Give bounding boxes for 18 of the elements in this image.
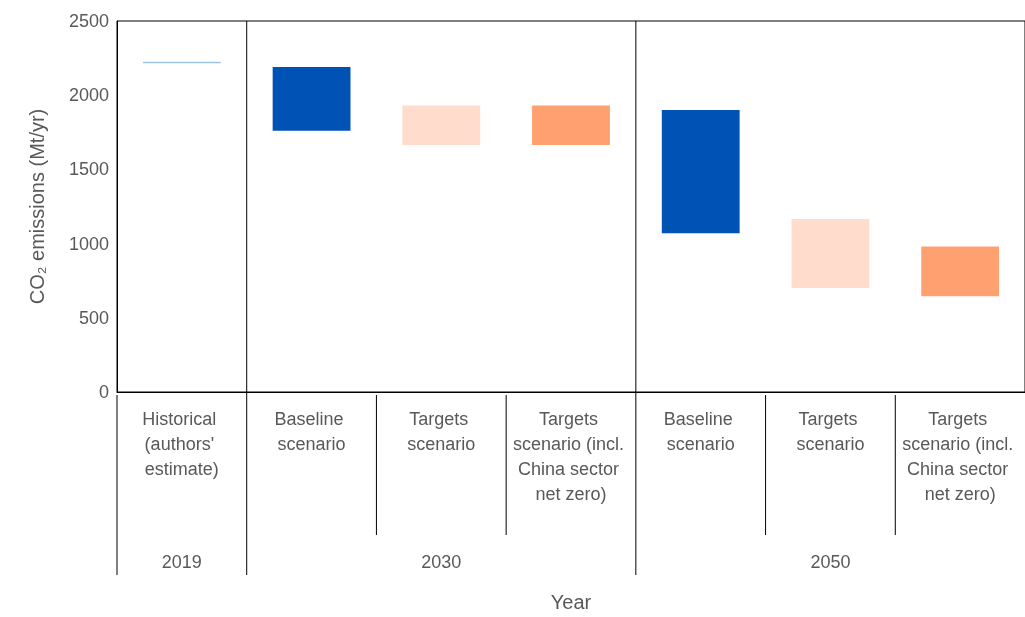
y-tick-label: 2500: [68, 11, 109, 31]
y-axis-title: CO₂ emissions (Mt/yr): [26, 108, 48, 305]
x-tick-label: Historical (authors' estimate): [142, 408, 222, 479]
text: 2019: [161, 552, 202, 572]
x-tick-label: Targets scenario (incl. China sector net zero): [902, 408, 1019, 504]
y-tick-label: 500: [78, 307, 109, 328]
y-tick-label: 2000: [68, 85, 109, 106]
x-axis-title: Year: [550, 591, 592, 613]
x-tick-label: Targets scenario: [407, 408, 476, 454]
y-tick-label: 1000: [68, 233, 109, 254]
y-tick-label: 0: [98, 382, 109, 402]
y-tick-label: 1500: [68, 159, 109, 180]
x-tick-label: Baseline scenario: [274, 408, 349, 454]
x-tick-label: Targets scenario: [796, 408, 865, 454]
text: 2030: [421, 552, 462, 572]
x-tick-label: Baseline scenario: [663, 408, 738, 454]
text: 2050: [810, 552, 851, 572]
x-tick-label: Targets scenario (incl. China sector net zero): [512, 408, 630, 504]
